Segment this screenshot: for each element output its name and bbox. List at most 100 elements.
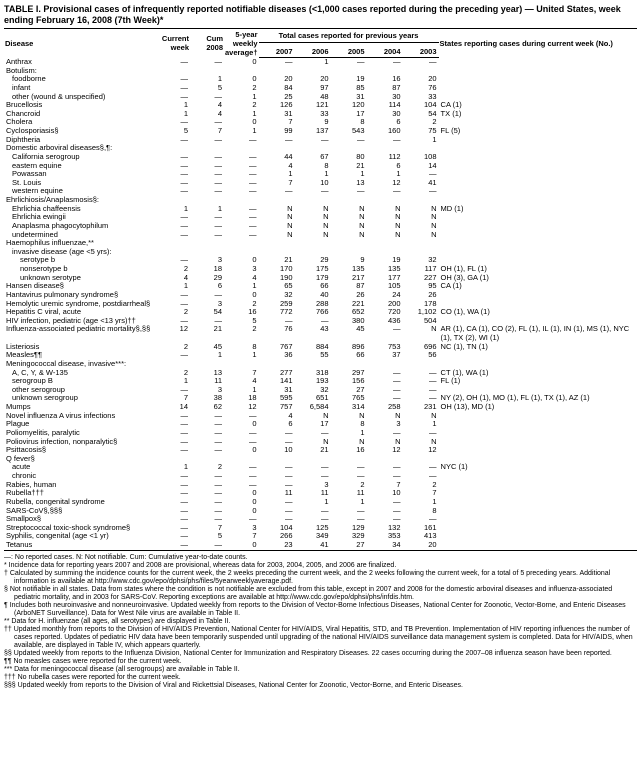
states-cell [439,93,637,102]
footnote-line: §§ Updated weekly from reports to the In… [14,650,637,658]
table-row: Chancroid1413133173054TX (1) [4,110,637,119]
value-cell: — [190,136,224,145]
value-cell [156,239,190,248]
col-current-week: Current week [156,28,190,58]
table-row: Anaplasma phagocytophilum———NNNNN [4,222,637,231]
col-prev-years: Total cases reported for previous years [259,28,439,43]
states-cell [439,84,637,93]
states-cell [439,532,637,541]
value-cell [224,239,259,248]
value-cell: — [190,446,224,455]
states-cell [439,153,637,162]
value-cell: 1 [224,351,259,360]
value-cell: 1 [295,58,331,67]
value-cell: — [190,58,224,67]
disease-cell: Influenza-associated pediatric mortality… [4,325,156,342]
states-cell [439,429,637,438]
col-2003: 2003 [403,43,439,58]
footnote-line: ** Data for H. influenzae (all ages, all… [14,618,637,626]
value-cell: — [224,187,259,196]
states-cell [439,187,637,196]
states-cell [439,472,637,481]
states-cell: CO (1), WA (1) [439,308,637,317]
value-cell: — [295,136,331,145]
states-cell [439,231,637,240]
value-cell: — [367,187,403,196]
value-cell: 10 [259,446,295,455]
value-cell: N [259,231,295,240]
value-cell: 23 [259,541,295,550]
states-cell [439,67,637,76]
value-cell: — [331,187,367,196]
value-cell: 0 [224,58,259,67]
states-cell: NYC (1) [439,463,637,472]
states-cell [439,162,637,171]
states-cell: FL (1) [439,377,637,386]
states-cell: CA (1) [439,282,637,291]
states-cell [439,524,637,533]
footnote-line: * Incidence data for reporting years 200… [14,562,637,570]
table-row: eastern equine———4821614 [4,162,637,171]
value-cell: 55 [295,351,331,360]
table-row: Ehrlichia chaffeensis11—NNNNNMD (1) [4,205,637,214]
value-cell [403,239,439,248]
states-cell [439,291,637,300]
footnote-line: § Not notifiable in all states. Data fro… [14,586,637,602]
states-cell [439,438,637,447]
value-cell: — [156,541,190,550]
table-row: undetermined———NNNNN [4,231,637,240]
col-avg: 5-year weekly average† [224,28,259,58]
value-cell: 1 [190,351,224,360]
value-cell: — [403,58,439,67]
states-cell: AR (1), CA (1), CO (2), FL (1), IL (1), … [439,325,637,342]
value-cell [190,239,224,248]
value-cell: — [259,136,295,145]
states-cell: NC (1), TN (1) [439,343,637,352]
value-cell: 56 [403,351,439,360]
col-2006: 2006 [295,43,331,58]
value-cell: — [156,187,190,196]
col-disease: Disease [4,28,156,58]
data-table: Disease Current week Cum 2008 5-year wee… [4,28,637,551]
value-cell [331,239,367,248]
states-cell: FL (5) [439,127,637,136]
value-cell: — [295,187,331,196]
value-cell: — [224,136,259,145]
value-cell: — [259,58,295,67]
disease-cell: Tetanus [4,541,156,550]
value-cell: — [156,136,190,145]
value-cell: — [190,541,224,550]
value-cell: — [156,351,190,360]
states-cell [439,498,637,507]
table-title: TABLE I. Provisional cases of infrequent… [4,4,637,26]
value-cell: N [295,231,331,240]
footnote-line: † Calculated by summing the incidence co… [14,570,637,586]
value-cell [259,239,295,248]
value-cell: — [403,187,439,196]
value-cell: — [331,58,367,67]
value-cell: 20 [403,541,439,550]
value-cell: — [156,231,190,240]
col-2004: 2004 [367,43,403,58]
states-cell [439,541,637,550]
value-cell: 43 [295,325,331,342]
footnote-line: ¶¶ No measles cases were reported for th… [14,658,637,666]
col-2007: 2007 [259,43,295,58]
value-cell: — [367,325,403,342]
value-cell: N [403,231,439,240]
footnotes: —: No reported cases. N: Not notifiable.… [4,554,637,691]
states-cell [439,515,637,524]
value-cell: — [367,58,403,67]
footnote-line: §§§ Updated weekly from reports to the D… [14,682,637,690]
table-row: Influenza-associated pediatric mortality… [4,325,637,342]
value-cell: — [156,58,190,67]
value-cell: 21 [190,325,224,342]
value-cell: 45 [331,325,367,342]
value-cell: — [259,187,295,196]
value-cell: — [331,136,367,145]
states-cell [439,455,637,464]
states-cell [439,75,637,84]
states-cell [439,170,637,179]
table-row: Tetanus——02341273420 [4,541,637,550]
states-cell: OH (13), MD (1) [439,403,637,412]
